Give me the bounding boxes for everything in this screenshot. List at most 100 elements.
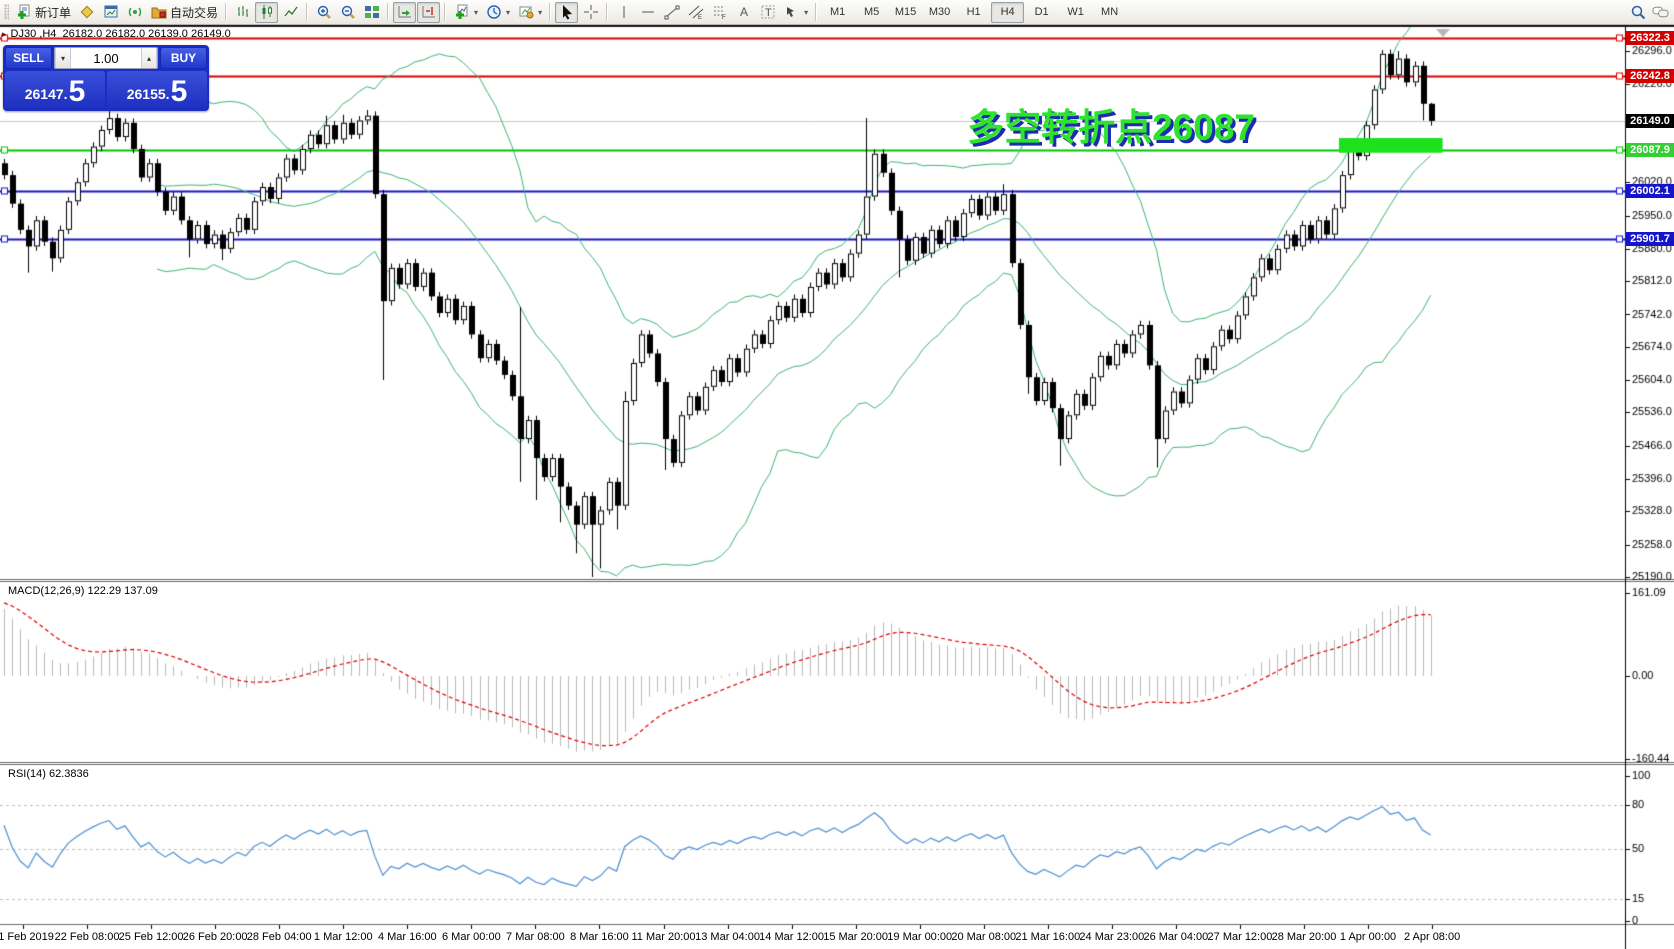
toolbar-separator	[815, 3, 818, 21]
timeframe-w1-button[interactable]: W1	[1059, 2, 1092, 23]
shapes-arrow-icon	[783, 4, 800, 21]
signal-button[interactable]	[123, 2, 146, 23]
timeframe-m5-button[interactable]: M5	[855, 2, 888, 23]
toolbar-separator	[225, 3, 228, 21]
time-axis-label: 27 Mar 12:00	[1207, 931, 1273, 943]
zoom-in-icon	[315, 4, 332, 21]
timeframe-h4-button[interactable]: H4	[991, 1, 1025, 23]
templates-button[interactable]: ▾	[514, 2, 545, 23]
toolbar-separator	[606, 3, 609, 21]
toolbar-separator	[549, 3, 552, 21]
tile-windows-icon	[363, 4, 380, 21]
chart-window-button[interactable]	[99, 2, 122, 23]
price-level-badge: 26242.8	[1626, 69, 1674, 83]
fibonacci-icon: F	[711, 4, 728, 21]
periods-dropdown-icon[interactable]: ▾	[506, 7, 511, 17]
periods-button[interactable]: ▾	[482, 2, 513, 23]
auto-scroll-icon	[396, 4, 413, 21]
time-axis-label: 22 Feb 08:00	[54, 931, 120, 943]
time-axis-label: 28 Mar 20:00	[1271, 931, 1337, 943]
horizontal-line-button[interactable]	[636, 2, 659, 23]
new-order-label: 新订单	[35, 5, 72, 20]
volume-increase-button[interactable]: ▴	[141, 48, 157, 68]
toolbar-separator	[444, 3, 447, 21]
time-axis-label: 11 Mar 20:00	[631, 931, 696, 943]
chart-shift-button[interactable]	[417, 1, 441, 23]
line-chart-button[interactable]	[279, 2, 302, 23]
crosshair-button[interactable]	[579, 2, 602, 23]
time-axis-label: 26 Feb 20:00	[182, 931, 248, 943]
sell-button[interactable]: SELL	[5, 47, 52, 69]
tile-windows-button[interactable]	[360, 2, 383, 23]
candlestick-button[interactable]	[255, 1, 279, 23]
timeframe-h1-button[interactable]: H1	[957, 2, 990, 23]
toolbar-separator	[306, 3, 309, 21]
add-indicator-button[interactable]: ▾	[450, 2, 481, 23]
shapes-dropdown-icon[interactable]: ▾	[804, 7, 809, 17]
timeframe-d1-button[interactable]: D1	[1025, 2, 1058, 23]
price-level-badge: 26002.1	[1626, 184, 1674, 198]
time-axis-label: 19 Mar 00:00	[887, 931, 953, 943]
new-order-button[interactable]: 新订单	[12, 2, 74, 23]
time-axis-label: 21 Feb 2019	[0, 931, 54, 943]
zoom-out-button[interactable]	[336, 2, 359, 23]
timeframe-m30-button[interactable]: M30	[923, 2, 956, 23]
time-axis-label: 8 Mar 16:00	[570, 931, 629, 943]
text-label-button[interactable]: T	[756, 2, 779, 23]
time-axis-label: 7 Mar 08:00	[506, 931, 565, 943]
time-axis-label: 4 Mar 16:00	[377, 931, 437, 943]
rsi-value: 62.3836	[48, 768, 89, 780]
rsi-name: RSI(14)	[8, 768, 46, 780]
templates-icon	[517, 4, 534, 21]
search-button[interactable]	[1626, 2, 1649, 23]
oct-toggle-icon[interactable]: ▸	[2, 29, 7, 39]
channel-button[interactable]: E	[684, 2, 707, 23]
auto-scroll-button[interactable]	[393, 1, 417, 23]
buy-price-button[interactable]: 26155. 5	[107, 71, 207, 109]
time-axis-label: 15 Mar 20:00	[823, 931, 889, 943]
volume-input[interactable]: 1.00	[93, 50, 119, 66]
templates-dropdown-icon[interactable]: ▾	[538, 7, 543, 17]
add-indicator-dropdown-icon[interactable]: ▾	[474, 7, 479, 17]
toolbar: 新订单 自动交易	[0, 0, 1674, 25]
new-order-icon	[15, 4, 32, 21]
search-icon	[1629, 4, 1646, 21]
bar-chart-button[interactable]	[231, 2, 254, 23]
vertical-line-button[interactable]	[612, 2, 635, 23]
sell-price-button[interactable]: 26147. 5	[5, 71, 105, 109]
chat-button[interactable]	[1649, 2, 1672, 23]
text-button[interactable]: A	[732, 2, 755, 23]
time-axis-label: 28 Feb 04:00	[246, 931, 312, 943]
chart-annotation: 多空转折点26087	[967, 107, 1255, 148]
timeframe-mn-button[interactable]: MN	[1093, 2, 1126, 23]
candlestick-icon	[258, 4, 275, 21]
shapes-button[interactable]: ▾	[780, 2, 811, 23]
svg-text:F: F	[722, 15, 726, 20]
timeframe-m1-button[interactable]: M1	[821, 2, 854, 23]
trendline-button[interactable]	[660, 2, 683, 23]
add-indicator-icon	[453, 4, 470, 21]
buy-button[interactable]: BUY	[160, 47, 207, 69]
zoom-in-button[interactable]	[312, 2, 335, 23]
price-level-badge: 26149.0	[1626, 114, 1674, 128]
time-axis-label: 21 Mar 16:00	[1015, 931, 1081, 943]
text-a-icon: A	[735, 4, 752, 21]
chart-canvas[interactable]	[0, 25, 1674, 949]
horizontal-line-icon	[639, 4, 656, 21]
toolbar-grip[interactable]	[4, 4, 9, 20]
time-axis-label: 14 Mar 12:00	[759, 931, 825, 943]
volume-decrease-button[interactable]: ▾	[55, 48, 71, 68]
text-label-icon: T	[759, 4, 776, 21]
cursor-button[interactable]	[555, 1, 579, 23]
rsi-label: RSI(14) 62.3836	[8, 768, 89, 780]
chat-icon	[1652, 4, 1669, 21]
crosshair-icon	[582, 4, 599, 21]
autotrading-button[interactable]: 自动交易	[147, 2, 221, 23]
fibonacci-button[interactable]: F	[708, 2, 731, 23]
time-axis-label: 26 Mar 04:00	[1143, 931, 1209, 943]
timeframe-m15-button[interactable]: M15	[889, 2, 922, 23]
eraser-button[interactable]	[75, 2, 98, 23]
channel-icon: E	[687, 4, 704, 21]
svg-text:A: A	[740, 5, 748, 19]
time-axis-label: 24 Mar 23:00	[1079, 931, 1145, 943]
